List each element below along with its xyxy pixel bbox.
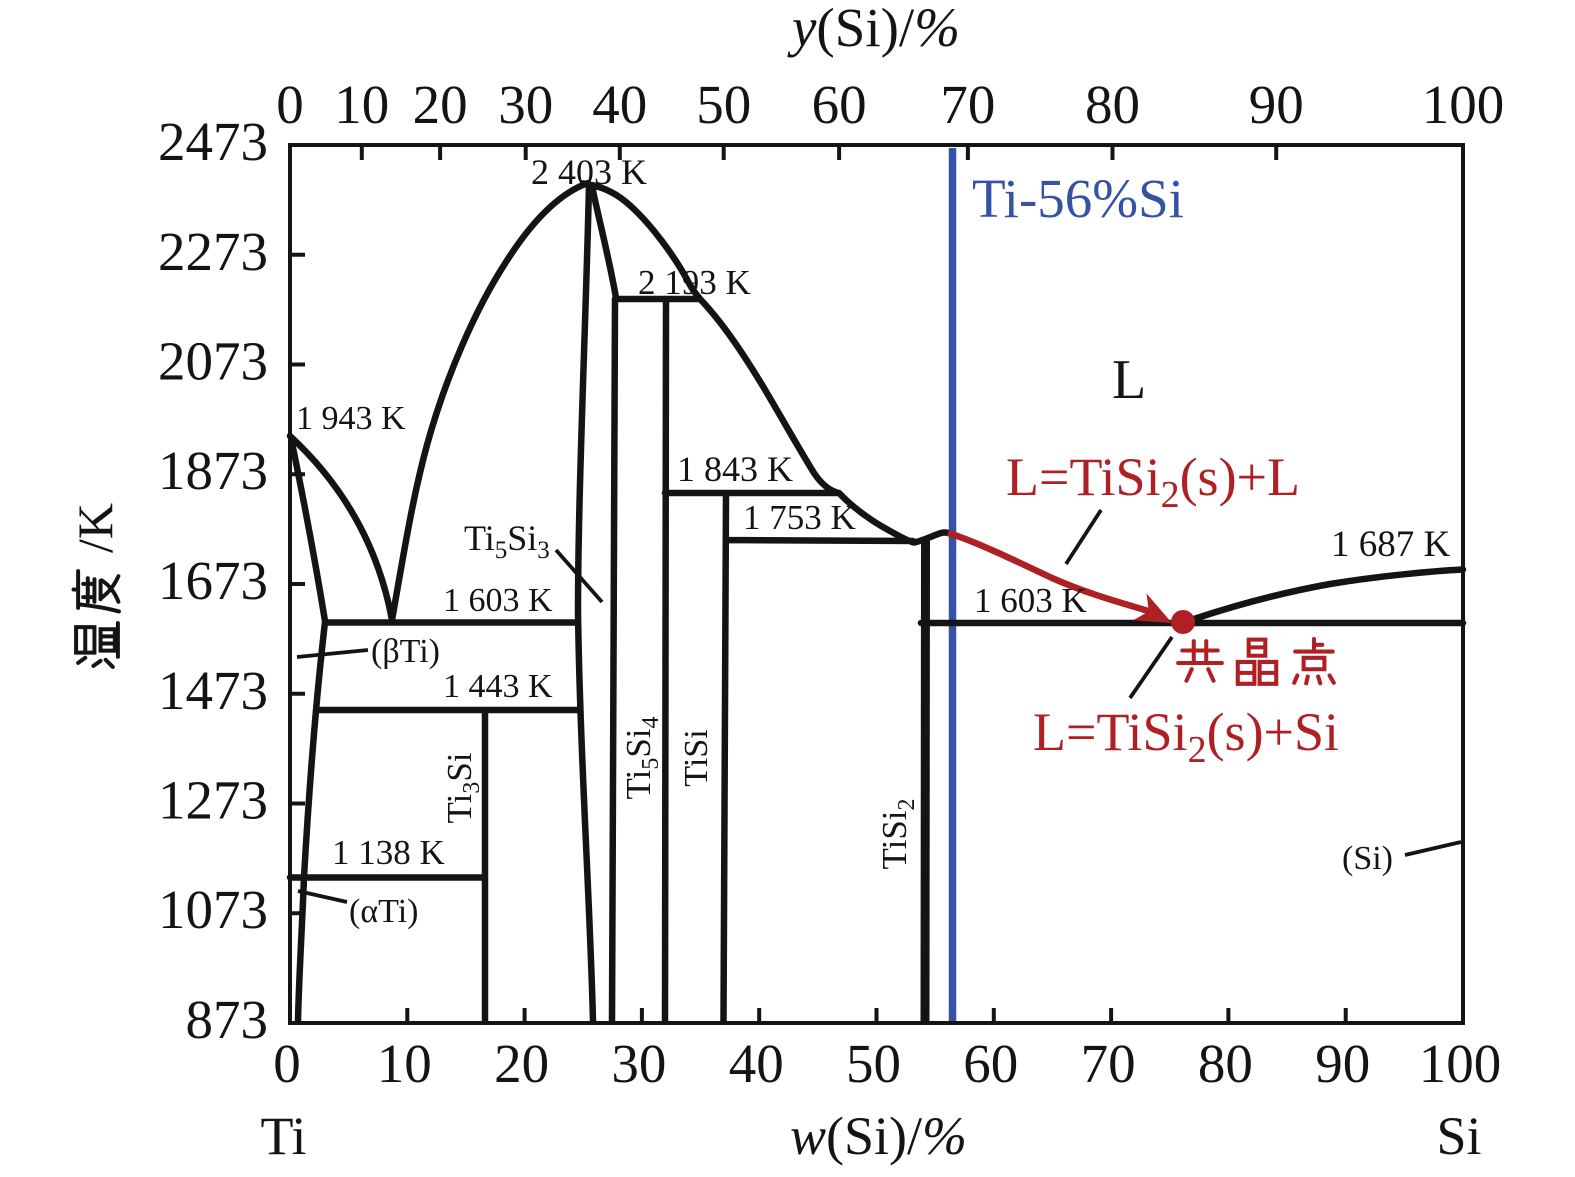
svg-text:TiSi2​: TiSi2​ bbox=[875, 798, 920, 869]
svg-text:Ti-56%Si: Ti-56%Si bbox=[972, 168, 1184, 229]
svg-text:L: L bbox=[1112, 349, 1146, 411]
svg-text:50: 50 bbox=[846, 1033, 901, 1094]
svg-text:Si: Si bbox=[1436, 1106, 1481, 1166]
svg-text:1 843 K: 1 843 K bbox=[677, 449, 793, 489]
svg-text:20: 20 bbox=[494, 1033, 549, 1094]
svg-text:100: 100 bbox=[1422, 74, 1505, 135]
svg-text:w(Si)/%: w(Si)/% bbox=[790, 1106, 967, 1166]
svg-text:Ti: Ti bbox=[260, 1106, 306, 1166]
svg-text:40: 40 bbox=[592, 74, 647, 135]
svg-text:30: 30 bbox=[498, 74, 553, 135]
svg-text:1673: 1673 bbox=[158, 550, 268, 611]
svg-text:L=TiSi2​(s)+L: L=TiSi2​(s)+L bbox=[1006, 447, 1300, 516]
svg-text:Ti5​Si3​: Ti5​Si3​ bbox=[464, 518, 550, 564]
svg-text:(αTi): (αTi) bbox=[349, 893, 418, 930]
svg-text:L=TiSi2​(s)+Si: L=TiSi2​(s)+Si bbox=[1033, 702, 1339, 771]
svg-text:1 443 K: 1 443 K bbox=[443, 668, 553, 705]
svg-text:1 943 K: 1 943 K bbox=[296, 400, 406, 437]
svg-text:Ti5​Si4​: Ti5​Si4​ bbox=[619, 716, 664, 799]
svg-text:90: 90 bbox=[1249, 74, 1304, 135]
svg-text:1273: 1273 bbox=[158, 770, 268, 831]
svg-text:1 603 K: 1 603 K bbox=[443, 582, 553, 619]
svg-text:1473: 1473 bbox=[158, 660, 268, 721]
svg-text:40: 40 bbox=[729, 1033, 784, 1094]
svg-text:/K: /K bbox=[67, 503, 123, 553]
svg-text:50: 50 bbox=[696, 74, 751, 135]
svg-text:(Si): (Si) bbox=[1342, 840, 1393, 877]
svg-text:60: 60 bbox=[963, 1033, 1018, 1094]
svg-text:TiSi: TiSi bbox=[678, 729, 715, 786]
svg-text:1 603 K: 1 603 K bbox=[974, 581, 1087, 620]
svg-text:1073: 1073 bbox=[158, 879, 268, 940]
svg-text:10: 10 bbox=[334, 74, 389, 135]
svg-text:2073: 2073 bbox=[158, 331, 268, 392]
svg-text:1 753 K: 1 753 K bbox=[743, 498, 856, 537]
svg-text:1 138 K: 1 138 K bbox=[332, 833, 445, 872]
svg-text:30: 30 bbox=[611, 1033, 666, 1094]
svg-text:60: 60 bbox=[812, 74, 867, 135]
svg-text:20: 20 bbox=[413, 74, 468, 135]
svg-text:y(Si)/%: y(Si)/% bbox=[787, 0, 960, 58]
svg-text:70: 70 bbox=[1081, 1033, 1136, 1094]
svg-text:2473: 2473 bbox=[158, 111, 268, 172]
svg-text:1873: 1873 bbox=[158, 440, 268, 501]
svg-text:90: 90 bbox=[1315, 1033, 1370, 1094]
svg-text:Ti3​Si: Ti3​Si bbox=[440, 752, 485, 823]
svg-text:70: 70 bbox=[940, 74, 995, 135]
svg-text:0: 0 bbox=[276, 74, 304, 135]
svg-text:2 193 K: 2 193 K bbox=[638, 263, 751, 302]
svg-text:2273: 2273 bbox=[158, 221, 268, 282]
svg-text:2 403 K: 2 403 K bbox=[531, 152, 647, 192]
svg-text:873: 873 bbox=[186, 989, 269, 1050]
svg-text:1 687 K: 1 687 K bbox=[1331, 524, 1451, 565]
svg-text:10: 10 bbox=[377, 1033, 432, 1094]
svg-text:(βTi): (βTi) bbox=[371, 633, 440, 670]
svg-text:80: 80 bbox=[1198, 1033, 1253, 1094]
svg-text:0: 0 bbox=[273, 1033, 301, 1094]
svg-text:100: 100 bbox=[1419, 1033, 1502, 1094]
svg-text:80: 80 bbox=[1085, 74, 1140, 135]
